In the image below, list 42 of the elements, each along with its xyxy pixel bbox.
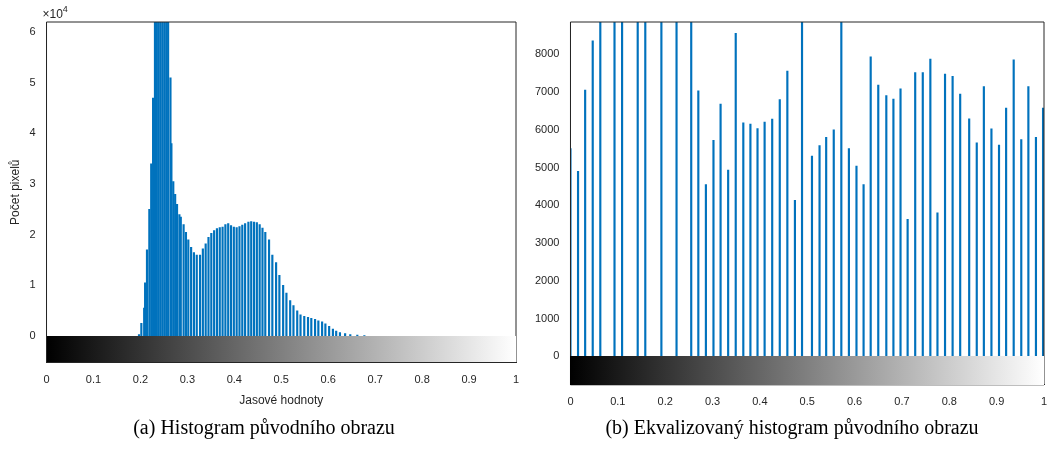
y-tick-label: 1000 (534, 311, 560, 324)
y-tick-label: 8000 (534, 47, 560, 60)
x-tick-label: 0.2 (657, 395, 673, 408)
y-tick-label: 2000 (534, 273, 560, 286)
x-tick-label: 0.9 (989, 395, 1005, 408)
x-tick-label: 0.8 (414, 373, 430, 386)
y-tick-label: 5 (29, 75, 36, 88)
y-tick-label: 7000 (534, 84, 560, 97)
x-tick-label: 0.6 (846, 395, 863, 408)
text: (b) Ekvalizovaný histogram původního obrazu (604, 416, 980, 439)
y-tick-label: 4000 (534, 198, 560, 211)
x-tick-label: 0.6 (320, 373, 336, 386)
y-tick-label: 5000 (534, 160, 560, 173)
y-tick-label: 0 (29, 329, 36, 342)
y-tick-label: 4 (29, 126, 36, 139)
x-tick-label: 0.7 (894, 395, 910, 408)
text: (a) Histogram původního obrazu (132, 416, 396, 439)
y-tick-label: 2 (29, 227, 36, 240)
x-tick-label: 0.4 (752, 395, 768, 408)
y-tick-label: 0 (553, 349, 560, 362)
y-tick-label: 3 (29, 177, 36, 190)
x-tick-label: 1 (1040, 395, 1048, 408)
x-tick-label: 0.1 (85, 373, 102, 386)
x-tick-label: 0.7 (367, 373, 383, 386)
y-tick-label: 6 (29, 25, 36, 38)
y-axis-title: Počet pixelů (7, 159, 22, 225)
y-tick-label: 1 (29, 278, 36, 291)
x-tick-label: 0.1 (610, 395, 626, 408)
x-tick-label: 0.5 (273, 373, 289, 386)
x-tick-label: 0.3 (179, 373, 196, 386)
x-tick-label: 0.4 (226, 373, 242, 386)
x-axis-title: Jasové hodnoty (239, 393, 324, 408)
x-tick-label: 0.5 (799, 395, 815, 408)
x-tick-label: 0.3 (704, 395, 721, 408)
x-tick-label: 0.8 (941, 395, 957, 408)
x-tick-label: 0 (567, 395, 574, 408)
x-tick-label: 0 (43, 373, 50, 386)
y-tick-label: 6000 (534, 122, 560, 135)
y-tick-label: 3000 (534, 236, 560, 249)
x-tick-label: 1 (512, 373, 520, 386)
x-tick-label: 0.2 (132, 373, 149, 386)
x-tick-label: 0.9 (461, 373, 477, 386)
